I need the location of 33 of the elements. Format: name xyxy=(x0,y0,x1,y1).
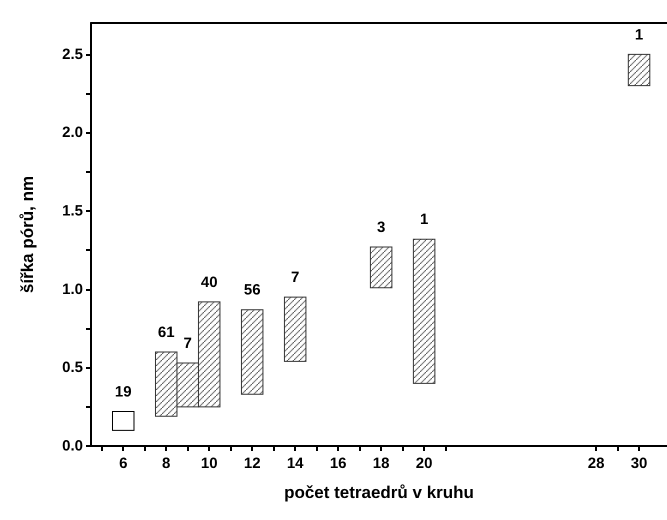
x-axis-title: počet tetraedrů v kruhu xyxy=(284,483,474,502)
annotation: 40 xyxy=(200,274,218,291)
annotation: 3 xyxy=(376,219,386,236)
x-tick-label: 30 xyxy=(630,455,648,472)
bar xyxy=(412,238,436,384)
x-tick-label: 16 xyxy=(330,455,347,472)
y-tick-label: 2.5 xyxy=(62,46,83,63)
y-tick-label: 2.0 xyxy=(62,124,83,142)
y-axis-title: šířka pórů, nm xyxy=(18,176,37,294)
annotation: 7 xyxy=(291,269,300,286)
x-tick-label: 8 xyxy=(162,455,170,472)
bar xyxy=(112,411,134,431)
annotation: 61 xyxy=(158,324,175,341)
bar xyxy=(284,296,306,362)
x-tick-label: 20 xyxy=(416,455,432,472)
y-tick-label: 0.5 xyxy=(62,359,83,376)
annotation: 1 xyxy=(420,211,428,228)
x-tick-label: 18 xyxy=(372,455,390,472)
annotation: 56 xyxy=(244,282,261,299)
x-tick-label: 12 xyxy=(244,455,261,472)
x-tick-label: 6 xyxy=(119,455,128,472)
y-tick-label: 1.0 xyxy=(62,280,83,298)
annotation: 1 xyxy=(634,26,644,44)
y-tick-label: 0.0 xyxy=(62,438,83,454)
bar xyxy=(370,246,392,288)
bar xyxy=(628,54,650,86)
annotation: 7 xyxy=(184,334,192,352)
annotation: 19 xyxy=(114,384,132,401)
x-tick-label: 14 xyxy=(286,455,304,472)
y-tick-label: 1.5 xyxy=(62,202,83,220)
x-tick-label: 28 xyxy=(588,455,604,472)
bar xyxy=(240,309,264,395)
x-tick-label: 10 xyxy=(200,455,218,472)
